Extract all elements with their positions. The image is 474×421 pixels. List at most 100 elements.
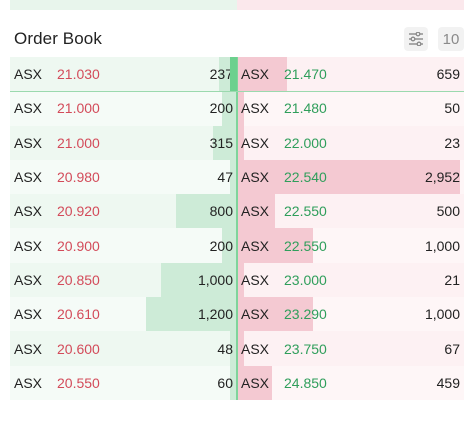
bid-cell[interactable]: ASX 21.030 237	[10, 57, 237, 92]
ask-depth-bar	[237, 159, 461, 195]
bid-depth-bar	[230, 331, 237, 366]
ask-price: 21.480	[284, 100, 327, 117]
bid-cell[interactable]: ASX 20.550 60	[10, 365, 237, 400]
depth-selector-button[interactable]: 10	[438, 27, 464, 51]
ask-quantity: 1,000	[424, 237, 460, 254]
ask-depth-bar	[237, 262, 244, 298]
ask-cell[interactable]: ASX 22.550 1,000	[237, 228, 464, 263]
bid-cell[interactable]: ASX 20.920 800	[10, 194, 237, 229]
bid-symbol: ASX	[14, 237, 43, 254]
ask-symbol: ASX	[241, 100, 270, 117]
ask-depth-bar	[237, 91, 244, 126]
bid-symbol: ASX	[14, 66, 43, 83]
bid-cell[interactable]: ASX 20.610 1,200	[10, 297, 237, 332]
bid-price: 20.610	[57, 306, 100, 323]
ask-depth-bar	[237, 125, 244, 160]
bid-cell[interactable]: ASX 21.000 315	[10, 125, 237, 160]
ask-cell[interactable]: ASX 22.000 23	[237, 125, 464, 160]
ask-depth-bar	[237, 365, 272, 400]
ask-quantity: 459	[436, 374, 460, 391]
top-strip-bid	[10, 0, 237, 10]
ask-cell[interactable]: ASX 21.480 50	[237, 91, 464, 126]
ask-symbol: ASX	[241, 203, 270, 220]
ask-depth-bar	[237, 194, 275, 229]
order-book-header: Order Book 10	[10, 22, 464, 56]
bid-price: 20.550	[57, 374, 100, 391]
ask-quantity: 23	[444, 134, 460, 151]
order-book-row[interactable]: ASX 20.550 60 ASX 24.850 459	[10, 365, 464, 400]
bid-price: 20.900	[57, 237, 100, 254]
bid-depth-bar	[161, 262, 237, 298]
bid-quantity: 800	[209, 203, 233, 220]
ask-quantity: 2,952	[424, 169, 460, 186]
bid-price: 21.000	[57, 134, 100, 151]
bid-symbol: ASX	[14, 374, 43, 391]
top-strip-ask	[237, 0, 464, 10]
bid-quantity: 315	[209, 134, 233, 151]
ask-cell[interactable]: ASX 21.470 659	[237, 57, 464, 92]
bid-cell[interactable]: ASX 20.600 48	[10, 331, 237, 366]
best-bid-marker	[230, 57, 237, 91]
bid-depth-bar	[221, 228, 237, 263]
ask-quantity: 67	[444, 340, 460, 357]
order-book-row[interactable]: ASX 21.000 315 ASX 22.000 23	[10, 125, 464, 160]
ask-price: 22.540	[284, 169, 327, 186]
bid-cell[interactable]: ASX 21.000 200	[10, 91, 237, 126]
ask-depth-bar	[237, 57, 287, 92]
order-book-row[interactable]: ASX 20.980 47 ASX 22.540 2,952	[10, 159, 464, 195]
bid-depth-bar	[146, 297, 237, 332]
bid-symbol: ASX	[14, 271, 43, 288]
order-book-row[interactable]: ASX 21.000 200 ASX 21.480 50	[10, 91, 464, 126]
ask-symbol: ASX	[241, 340, 270, 357]
ask-cell[interactable]: ASX 22.550 500	[237, 194, 464, 229]
ask-price: 23.750	[284, 340, 327, 357]
order-book-row[interactable]: ASX 20.610 1,200 ASX 23.290 1,000	[10, 297, 464, 332]
bid-quantity: 48	[217, 340, 233, 357]
bid-depth-bar	[230, 159, 237, 195]
bid-quantity: 1,200	[197, 306, 233, 323]
bid-price: 21.000	[57, 100, 100, 117]
bid-cell[interactable]: ASX 20.900 200	[10, 228, 237, 263]
ask-price: 23.290	[284, 306, 327, 323]
bid-price: 20.850	[57, 271, 100, 288]
bid-quantity: 1,000	[197, 271, 233, 288]
ask-quantity: 659	[436, 66, 460, 83]
ask-quantity: 1,000	[424, 306, 460, 323]
page-title: Order Book	[14, 29, 102, 48]
ask-symbol: ASX	[241, 169, 270, 186]
ask-cell[interactable]: ASX 23.290 1,000	[237, 297, 464, 332]
bid-ask-divider	[236, 57, 238, 400]
ask-cell[interactable]: ASX 23.750 67	[237, 331, 464, 366]
bid-cell[interactable]: ASX 20.980 47	[10, 159, 237, 195]
spread-line	[10, 91, 464, 92]
ask-cell[interactable]: ASX 23.000 21	[237, 262, 464, 298]
ask-price: 22.550	[284, 203, 327, 220]
order-book-row[interactable]: ASX 20.920 800 ASX 22.550 500	[10, 194, 464, 229]
bid-quantity: 200	[209, 237, 233, 254]
bid-price: 20.920	[57, 203, 100, 220]
order-book-row[interactable]: ASX 20.900 200 ASX 22.550 1,000	[10, 228, 464, 263]
bid-depth-bar	[221, 91, 237, 126]
bid-depth-bar	[230, 365, 237, 400]
ask-price: 22.000	[284, 134, 327, 151]
ask-cell[interactable]: ASX 22.540 2,952	[237, 159, 464, 195]
bid-price: 21.030	[57, 66, 100, 83]
ask-symbol: ASX	[241, 306, 270, 323]
bid-price: 20.600	[57, 340, 100, 357]
filter-button[interactable]	[404, 27, 428, 51]
ask-symbol: ASX	[241, 271, 270, 288]
order-book-row[interactable]: ASX 20.600 48 ASX 23.750 67	[10, 331, 464, 366]
bid-symbol: ASX	[14, 134, 43, 151]
order-book-row[interactable]: ASX 21.030 237 ASX 21.470 659	[10, 57, 464, 92]
ask-quantity: 21	[444, 271, 460, 288]
bid-cell[interactable]: ASX 20.850 1,000	[10, 262, 237, 298]
order-book-row[interactable]: ASX 20.850 1,000 ASX 23.000 21	[10, 262, 464, 298]
sliders-icon	[409, 32, 423, 46]
ask-symbol: ASX	[241, 66, 270, 83]
bid-symbol: ASX	[14, 203, 43, 220]
bid-symbol: ASX	[14, 169, 43, 186]
ask-cell[interactable]: ASX 24.850 459	[237, 365, 464, 400]
bid-depth-bar	[213, 125, 237, 160]
ask-price: 24.850	[284, 374, 327, 391]
